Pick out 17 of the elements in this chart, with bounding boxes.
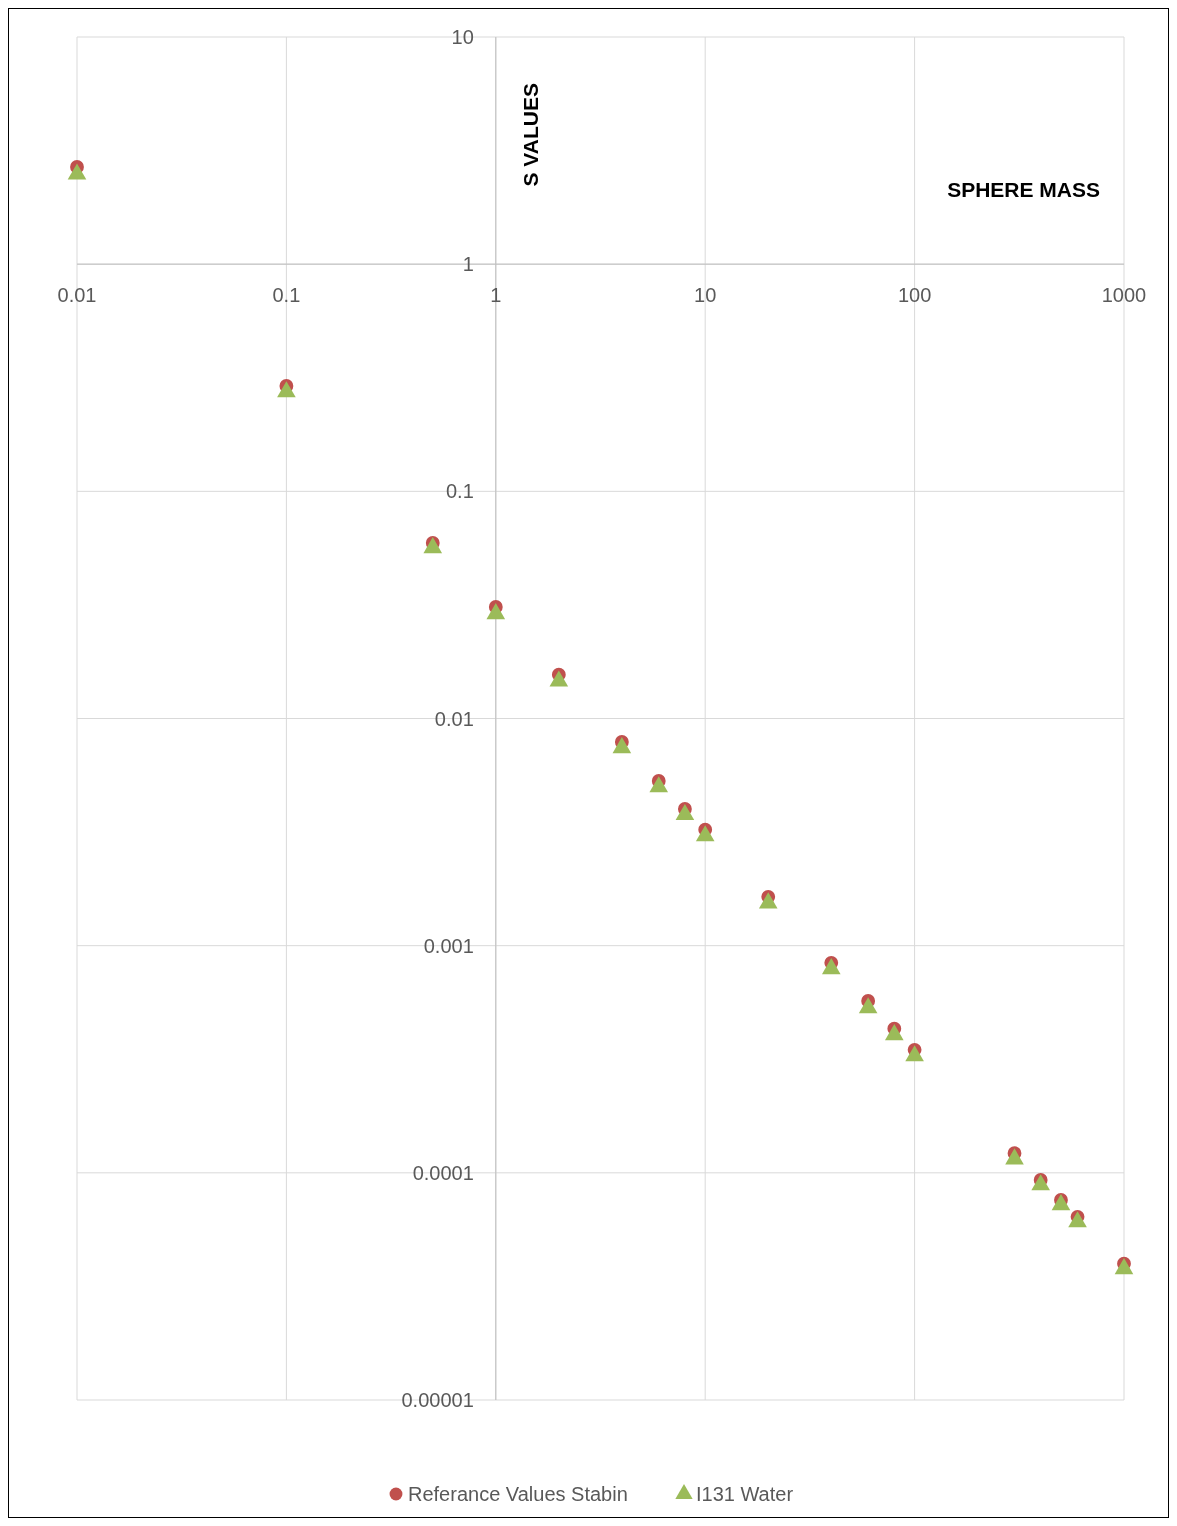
legend-label: Referance Values Stabin xyxy=(408,1483,628,1505)
x-tick-label: 0.1 xyxy=(272,284,301,307)
y-tick-label: 0.0001 xyxy=(412,1161,474,1184)
y-tick-label: 0.001 xyxy=(423,934,474,957)
x-axis-title: SPHERE MASS xyxy=(947,178,1100,201)
legend-label: I131 Water xyxy=(696,1483,794,1505)
y-tick-label: 1 xyxy=(462,253,474,276)
y-tick-label: 0.1 xyxy=(445,480,474,503)
y-axis-title: S VALUES xyxy=(518,83,542,187)
y-tick-label: 0.01 xyxy=(434,707,474,730)
x-tick-label: 100 xyxy=(897,284,932,307)
x-tick-label: 1000 xyxy=(1101,284,1147,307)
x-tick-label: 10 xyxy=(694,284,717,307)
x-tick-label: 0.01 xyxy=(57,284,97,307)
y-tick-label: 0.00001 xyxy=(401,1389,474,1411)
x-tick-label: 1 xyxy=(490,284,502,307)
y-tick-label: 10 xyxy=(451,26,474,48)
